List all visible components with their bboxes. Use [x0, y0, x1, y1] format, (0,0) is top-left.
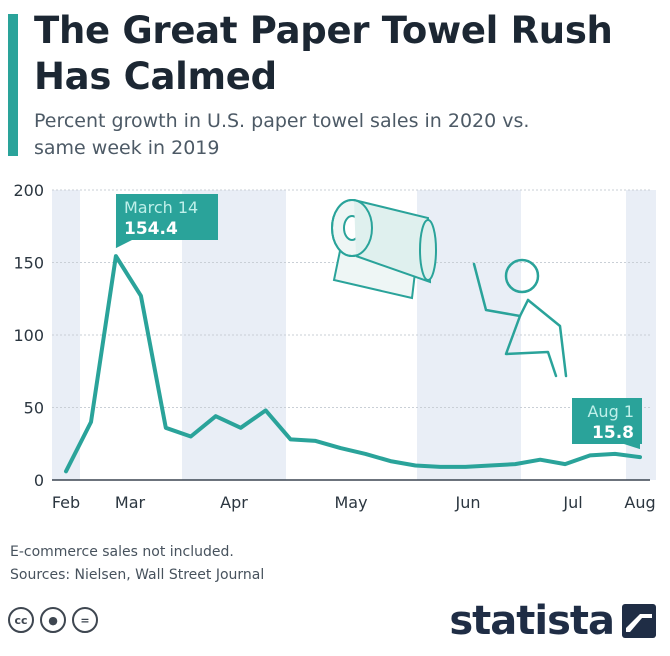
- x-tick-label: Aug: [624, 493, 655, 512]
- annotation-box: [572, 398, 642, 444]
- brand: statista: [449, 598, 656, 644]
- y-tick-label: 50: [24, 399, 44, 418]
- chart-title: The Great Paper Towel Rush Has Calmed: [34, 9, 613, 98]
- grid-lines: [52, 189, 650, 481]
- license-icons: cc ● =: [8, 607, 98, 633]
- y-tick-label: 200: [13, 181, 44, 200]
- paper-towel-icon: [331, 199, 437, 300]
- annotation-pointer: [115, 240, 132, 249]
- x-tick-label: Jun: [455, 493, 481, 512]
- creative-commons-icon: cc: [8, 607, 34, 633]
- chart-subtitle: Percent growth in U.S. paper towel sales…: [34, 110, 530, 159]
- annotation-label: Aug 1: [587, 402, 634, 421]
- y-tick-label: 100: [13, 326, 44, 345]
- annotations: March 14 154.4 Aug 1 15.8: [115, 194, 642, 450]
- annotation-callout: March 14 154.4: [115, 194, 218, 249]
- annotation-pointer: [624, 444, 640, 450]
- annotation-value: 154.4: [124, 219, 178, 239]
- annotation-value: 15.8: [592, 423, 634, 443]
- y-tick-label: 150: [13, 254, 44, 273]
- series-line: [64, 254, 642, 474]
- annotation-box: [116, 194, 218, 240]
- x-tick-label: Jul: [562, 493, 582, 512]
- footnote: E-commerce sales not included.: [10, 544, 234, 560]
- sources: Sources: Nielsen, Wall Street Journal: [10, 567, 265, 583]
- accent-bar: [8, 14, 18, 156]
- line-series: [64, 254, 642, 474]
- y-tick-label: 0: [34, 471, 44, 490]
- no-derivatives-icon: =: [72, 607, 98, 633]
- annotation-callout: Aug 1 15.8: [572, 398, 642, 450]
- person-icon: [472, 258, 568, 378]
- statista-logo-icon: [622, 604, 656, 638]
- x-tick-label: Apr: [220, 493, 248, 512]
- x-axis-ticks: Feb Mar Apr May Jun Jul Aug: [52, 493, 656, 512]
- brand-name: statista: [449, 598, 615, 644]
- x-tick-label: May: [334, 493, 367, 512]
- line-chart: 0 50 100 150 200 Feb Mar Apr May Jun Jul Aug March…: [13, 181, 656, 512]
- y-axis-ticks: 0 50 100 150 200: [13, 181, 44, 490]
- x-tick-label: Mar: [115, 493, 146, 512]
- x-tick-label: Feb: [52, 493, 80, 512]
- attribution-icon: ●: [40, 607, 66, 633]
- annotation-label: March 14: [124, 198, 198, 217]
